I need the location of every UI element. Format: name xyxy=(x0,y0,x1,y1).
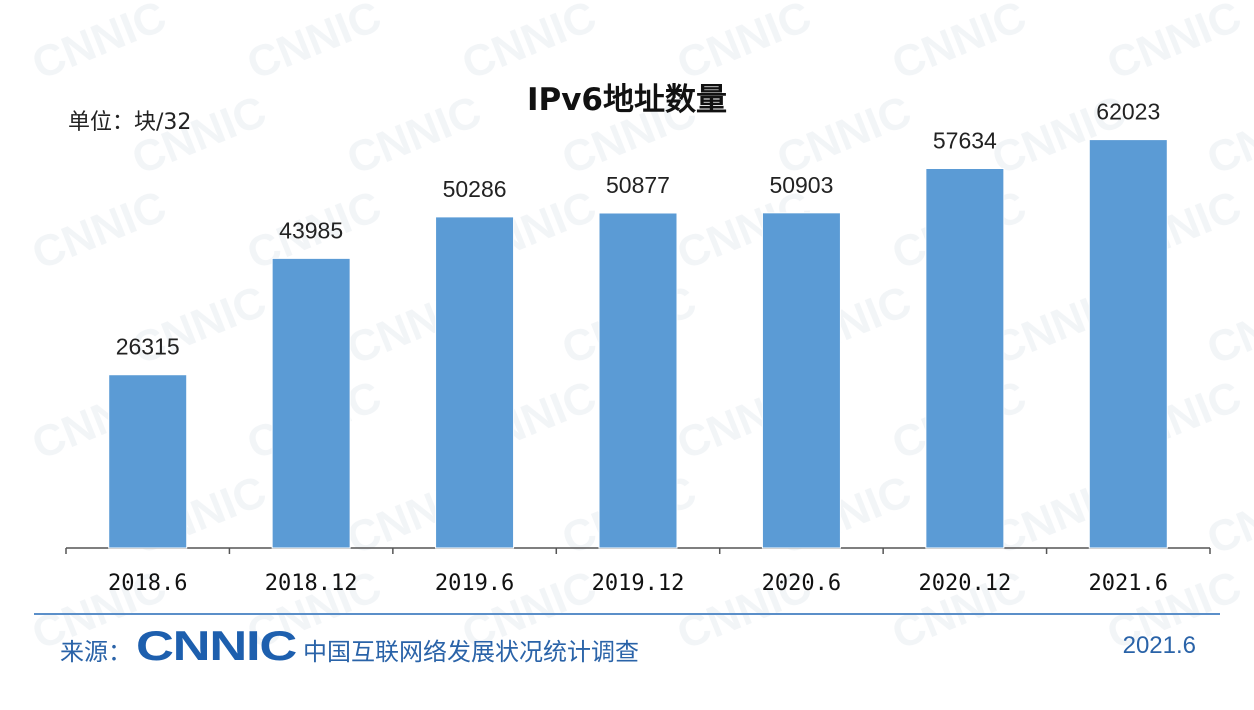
data-label-2019.6: 50286 xyxy=(443,176,507,202)
data-label-2018.6: 26315 xyxy=(116,334,180,360)
source-label: 来源： xyxy=(60,638,132,666)
x-tick-label-2018.6: 2018.6 xyxy=(108,571,187,596)
unit-label: 单位：块/32 xyxy=(68,110,192,135)
bar-chart: 26315 2018.6 43985 2018.12 50286 2019.6 50877 2… xyxy=(65,99,1211,596)
data-label-2020.12: 57634 xyxy=(933,128,997,154)
data-label-2021.6: 62023 xyxy=(1096,99,1160,125)
report-name: 中国互联网络发展状况统计调查 xyxy=(303,638,639,666)
data-label-2019.12: 50877 xyxy=(606,172,670,198)
bar-2019.6 xyxy=(435,216,515,549)
x-tick-label-2019.6: 2019.6 xyxy=(435,571,514,596)
x-tick-label-2020.6: 2020.6 xyxy=(762,571,841,596)
x-tick-label-2019.12: 2019.12 xyxy=(592,571,685,596)
x-tick-label-2021.6: 2021.6 xyxy=(1089,571,1168,596)
report-date: 2021.6 xyxy=(1122,632,1196,659)
data-label-2020.6: 50903 xyxy=(769,172,833,198)
bar-2020.12 xyxy=(925,168,1005,549)
cnnic-logo: CNNIC xyxy=(136,622,297,669)
bar-2020.6 xyxy=(761,212,841,549)
chart-title: IPv6地址数量 xyxy=(526,82,728,118)
bar-2018.6 xyxy=(108,374,188,549)
data-label-2018.12: 43985 xyxy=(279,217,343,243)
x-tick-label-2020.12: 2020.12 xyxy=(918,571,1011,596)
x-tick-label-2018.12: 2018.12 xyxy=(265,571,358,596)
bar-2019.12 xyxy=(598,212,678,549)
bar-2018.12 xyxy=(271,257,351,549)
bar-2021.6 xyxy=(1088,139,1168,549)
footer-divider xyxy=(34,613,1220,615)
